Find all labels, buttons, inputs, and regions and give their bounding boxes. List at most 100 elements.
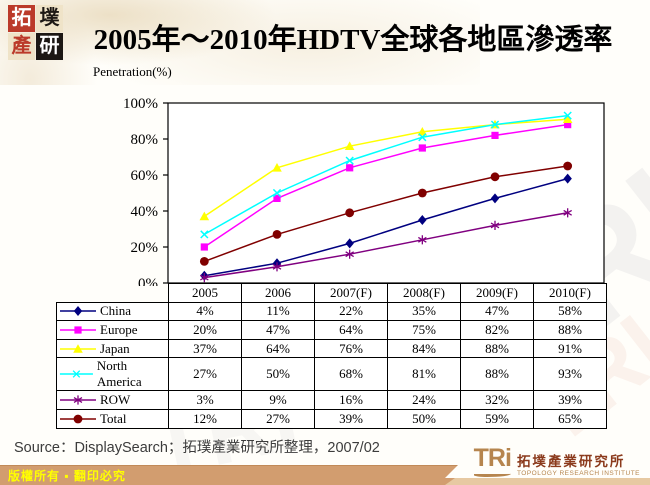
- table-row: Total 12% 27% 39% 50% 59% 65%: [56, 408, 607, 429]
- table-corner-blank: [57, 284, 169, 303]
- legend-cell: China: [56, 301, 169, 322]
- tri-footer-logo: TRi 拓墣產業研究所 TOPOLOGY RESEARCH INSTITUTE: [473, 444, 640, 477]
- value-cell: 27%: [168, 357, 242, 392]
- value-cell: 93%: [533, 357, 607, 392]
- legend-marker-icon: [60, 343, 96, 353]
- legend-cell: Europe: [56, 320, 169, 340]
- table-year-header: 2010(F): [533, 283, 607, 303]
- value-cell: 27%: [241, 408, 315, 429]
- table-row: North America 27% 50% 68% 81% 88% 93%: [56, 357, 607, 392]
- value-cell: 32%: [460, 390, 534, 410]
- value-cell: 16%: [314, 390, 388, 410]
- page-title: 2005年～2010年HDTV全球各地區滲透率: [93, 24, 613, 56]
- value-cell: 59%: [460, 408, 534, 429]
- value-cell: 47%: [460, 301, 534, 322]
- value-cell: 11%: [241, 301, 315, 322]
- series-line-row: [204, 212, 568, 279]
- value-cell: 47%: [241, 320, 315, 340]
- legend-cell: ROW: [56, 390, 169, 410]
- table-year-header: 2005: [168, 283, 242, 303]
- value-cell: 65%: [533, 408, 607, 429]
- value-cell: 39%: [314, 408, 388, 429]
- tri-acronym-text: TRi: [473, 444, 512, 472]
- series-label: Japan: [100, 340, 130, 356]
- value-cell: 20%: [168, 320, 242, 340]
- seal-char: 墣: [36, 5, 63, 32]
- legend-marker-icon: [60, 395, 96, 405]
- legend-marker-icon: [60, 414, 96, 424]
- legend-cell: Total: [56, 408, 169, 429]
- value-cell: 3%: [168, 390, 242, 410]
- legend-marker-icon: [59, 370, 93, 379]
- y-tick-label: 0%: [138, 276, 158, 286]
- value-cell: 58%: [533, 301, 607, 322]
- value-cell: 4%: [168, 301, 242, 322]
- legend-marker-icon: [60, 306, 96, 317]
- y-tick-label: 20%: [131, 240, 159, 256]
- legend-cell: Japan: [56, 338, 169, 359]
- table-row: ROW 3% 9% 16% 24% 32% 39%: [56, 390, 607, 410]
- series-label: Europe: [100, 321, 138, 337]
- penetration-table-body: 2005 2006 2007(F) 2008(F) 2009(F) 2010(F) Chin…: [56, 283, 607, 429]
- value-cell: 35%: [387, 301, 461, 322]
- legend-cell: North America: [56, 357, 169, 392]
- y-tick-label: 80%: [131, 132, 159, 148]
- seal-char: 拓: [8, 5, 35, 32]
- value-cell: 88%: [533, 320, 607, 340]
- seal-char: 產: [8, 33, 35, 60]
- tri-name-english: TOPOLOGY RESEARCH INSTITUTE: [516, 469, 640, 477]
- y-tick-label: 100%: [123, 96, 158, 112]
- value-cell: 9%: [241, 390, 315, 410]
- background-map-texture: [0, 0, 480, 85]
- tri-name-chinese: 拓墣產業研究所: [516, 454, 626, 469]
- series-line-china: [204, 177, 568, 277]
- y-tick-label: 40%: [131, 204, 159, 220]
- value-cell: 12%: [168, 408, 242, 429]
- source-note: Source：DisplaySearch；拓璞產業研究所整理，2007/02: [14, 440, 380, 456]
- table-year-header: 2008(F): [387, 283, 461, 303]
- series-label: China: [100, 303, 132, 319]
- value-cell: 64%: [241, 338, 315, 359]
- y-tick-label: 60%: [131, 168, 159, 184]
- series-label: Total: [100, 410, 127, 426]
- value-cell: 75%: [387, 320, 461, 340]
- value-cell: 82%: [460, 320, 534, 340]
- table-row: Europe 20% 47% 64% 75% 82% 88%: [56, 320, 607, 340]
- value-cell: 64%: [314, 320, 388, 340]
- series-label: North America: [96, 358, 142, 390]
- value-cell: 39%: [533, 390, 607, 410]
- value-cell: 68%: [314, 357, 388, 392]
- table-year-header: 2006: [241, 283, 315, 303]
- series-line-north-america: [203, 114, 568, 236]
- value-cell: 50%: [387, 408, 461, 429]
- table-row: Japan 37% 64% 76% 84% 88% 91%: [56, 338, 607, 359]
- legend-marker-icon: [60, 326, 96, 334]
- table-header-row: 2005 2006 2007(F) 2008(F) 2009(F) 2010(F): [57, 283, 607, 303]
- topology-seal-logo: 拓 墣 產 研: [8, 5, 64, 61]
- copyright-notice: 版權所有 ▪ 翻印必究: [8, 469, 126, 483]
- penetration-chart: 0% 20% 40% 60% 80% 100%: [123, 96, 605, 286]
- series-line-total: [204, 165, 568, 263]
- value-cell: 37%: [168, 338, 242, 359]
- table-year-header: 2009(F): [460, 283, 534, 303]
- value-cell: 84%: [387, 338, 461, 359]
- value-cell: 88%: [460, 338, 534, 359]
- series-line-europe: [203, 123, 568, 248]
- seal-char: 研: [36, 33, 63, 60]
- value-cell: 22%: [314, 301, 388, 322]
- value-cell: 81%: [387, 357, 461, 392]
- series-label: ROW: [100, 392, 131, 408]
- value-cell: 50%: [241, 357, 315, 392]
- value-cell: 76%: [314, 338, 388, 359]
- footer-logo-stripe: [445, 478, 650, 485]
- value-cell: 91%: [533, 338, 607, 359]
- value-cell: 24%: [387, 390, 461, 410]
- table-row: China 4% 11% 22% 35% 47% 58%: [56, 301, 607, 322]
- tri-swoosh-graphic: [473, 472, 511, 477]
- table-year-header: 2007(F): [314, 283, 388, 303]
- penetration-table: 2005 2006 2007(F) 2008(F) 2009(F) 2010(F) Chin…: [56, 283, 607, 429]
- y-axis-label: Penetration(%): [93, 64, 172, 79]
- value-cell: 88%: [460, 357, 534, 392]
- data-table-wrapper: 2005 2006 2007(F) 2008(F) 2009(F) 2010(F) Chin…: [56, 283, 607, 429]
